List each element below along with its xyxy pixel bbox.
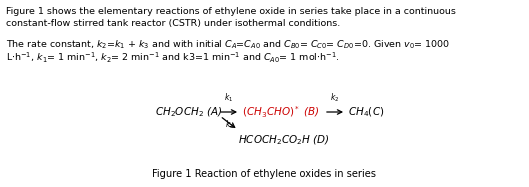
Text: The rate constant, $k_2$=$k_1$ + $k_3$ and with initial $C_A$=$C_{A0}$ and $C_{B: The rate constant, $k_2$=$k_1$ + $k_3$ a… [6,38,450,50]
Text: Figure 1 shows the elementary reactions of ethylene oxide in series take place i: Figure 1 shows the elementary reactions … [6,7,456,16]
Text: constant-flow stirred tank reactor (CSTR) under isothermal conditions.: constant-flow stirred tank reactor (CSTR… [6,19,340,28]
Text: $CH_4(C)$: $CH_4(C)$ [348,105,385,119]
Text: $HCOCH_2CO_2H$ (D): $HCOCH_2CO_2H$ (D) [238,133,330,147]
Text: $k_1$: $k_1$ [224,91,234,104]
Text: Figure 1 Reaction of ethylene oxides in series: Figure 1 Reaction of ethylene oxides in … [152,169,376,179]
Text: L$\cdot$h$^{-1}$, $k_1$= 1 min$^{-1}$, $k_2$= 2 min$^{-1}$ and k3=1 min$^{-1}$ a: L$\cdot$h$^{-1}$, $k_1$= 1 min$^{-1}$, $… [6,51,340,65]
Text: $CH_2OCH_2$ (A): $CH_2OCH_2$ (A) [155,105,223,119]
Text: $(CH_3CHO)^*$ (B): $(CH_3CHO)^*$ (B) [242,104,320,120]
Text: $k_2$: $k_2$ [330,91,340,104]
Text: $k_3$: $k_3$ [225,119,234,131]
